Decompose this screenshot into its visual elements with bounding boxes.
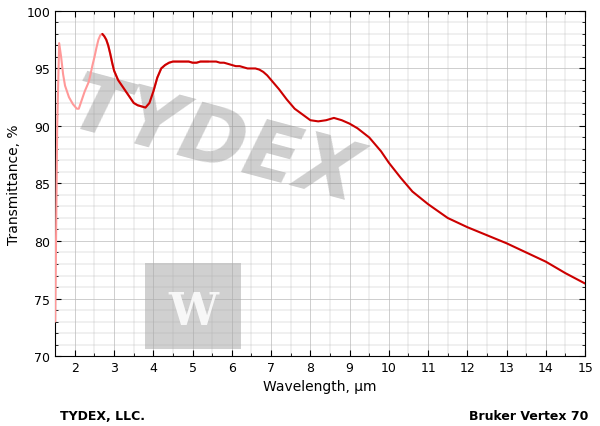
Y-axis label: Transmittance, %: Transmittance, % <box>7 124 21 244</box>
Text: W: W <box>168 290 218 333</box>
Text: TYDEX: TYDEX <box>61 67 368 219</box>
X-axis label: Wavelength, μm: Wavelength, μm <box>263 380 377 394</box>
FancyBboxPatch shape <box>145 263 241 349</box>
Text: TYDEX, LLC.: TYDEX, LLC. <box>60 409 145 422</box>
Text: Bruker Vertex 70: Bruker Vertex 70 <box>469 409 588 422</box>
